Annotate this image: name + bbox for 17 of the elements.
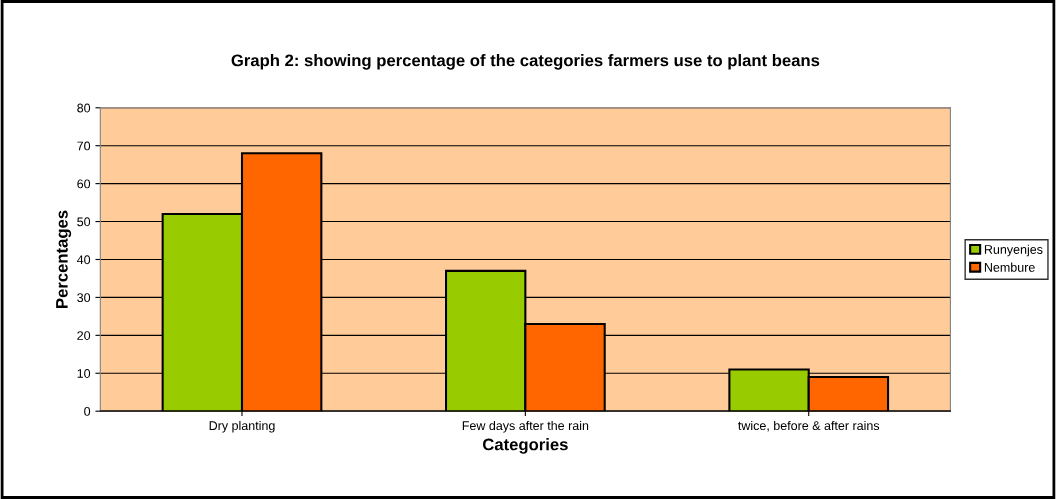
- y-tick-label: 50: [77, 217, 91, 227]
- chart-title: Graph 2: showing percentage of the categories farmers use to plant beans: [231, 54, 820, 70]
- legend-label: Nembure: [984, 262, 1035, 272]
- legend-label: Runyenjes: [984, 244, 1043, 257]
- y-tick-label: 40: [76, 255, 91, 265]
- y-tick-label: 0: [84, 406, 91, 416]
- y-tick-label: 20: [77, 331, 91, 340]
- x-tick-label: twice, before & after rains: [738, 420, 880, 432]
- y-tick-label: 60: [77, 179, 91, 189]
- y-tick-label: 30: [77, 293, 91, 303]
- y-axis-title: Percentages: [56, 210, 72, 308]
- x-tick-label: Dry planting: [209, 420, 275, 433]
- y-tick-label: 70: [77, 141, 91, 151]
- x-axis-title: Categories: [482, 438, 568, 454]
- y-tick-label: 10: [77, 369, 91, 378]
- y-tick-label: 80: [77, 103, 91, 113]
- x-tick-label: Few days after the rain: [462, 420, 589, 433]
